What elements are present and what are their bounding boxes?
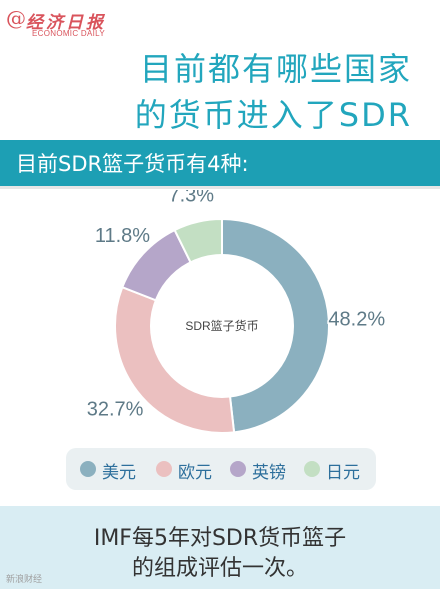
legend-label: 美元 [102, 463, 136, 483]
footer-line-1: IMF每5年对SDR货币篮子 [93, 526, 347, 551]
logo-chinese-name: 经济日报 [26, 13, 106, 33]
banner-shadow [0, 186, 440, 189]
chart-center-label: SDR篮子货币 [185, 318, 258, 333]
footer-line-2: 的组成评估一次。 [131, 556, 308, 581]
slice-label-eur: 32.7% [87, 398, 144, 420]
logo-english-name: ECONOMIC DAILY [32, 29, 105, 38]
legend-swatch [304, 461, 320, 477]
legend-label: 欧元 [178, 463, 212, 483]
headline-line-2: 的货币进入了SDR [134, 96, 412, 134]
chart-center-hole [150, 254, 294, 398]
headline-line-1: 目前都有哪些国家 [139, 50, 412, 88]
donut-chart: SDR篮子货币 48.2% 32.7% 11.8% 7.3% [85, 190, 387, 434]
slice-label-gbp: 11.8% [95, 225, 150, 247]
legend-swatch [230, 461, 246, 477]
chart-legend: 美元 欧元 英镑 日元 [66, 448, 376, 490]
footer-note: IMF每5年对SDR货币篮子 的组成评估一次。 [0, 506, 440, 589]
legend-label: 英镑 [252, 463, 286, 483]
slice-label-jpy: 7.3% [169, 190, 215, 207]
slice-label-usd: 48.2% [328, 308, 385, 330]
chart-slice-labels: 48.2% 32.7% 11.8% 7.3% [85, 190, 387, 422]
section-banner: 目前SDR篮子货币有4种: [0, 140, 440, 189]
legend-label: 日元 [326, 463, 360, 483]
legend-swatch [80, 461, 96, 477]
logo-at-icon: @ [6, 6, 26, 30]
banner-text: 目前SDR篮子货币有4种: [16, 152, 249, 176]
watermark: 新浪财经 [6, 575, 43, 585]
legend-swatch [156, 461, 172, 477]
newspaper-logo: @ 经济日报 ECONOMIC DAILY [6, 6, 126, 42]
